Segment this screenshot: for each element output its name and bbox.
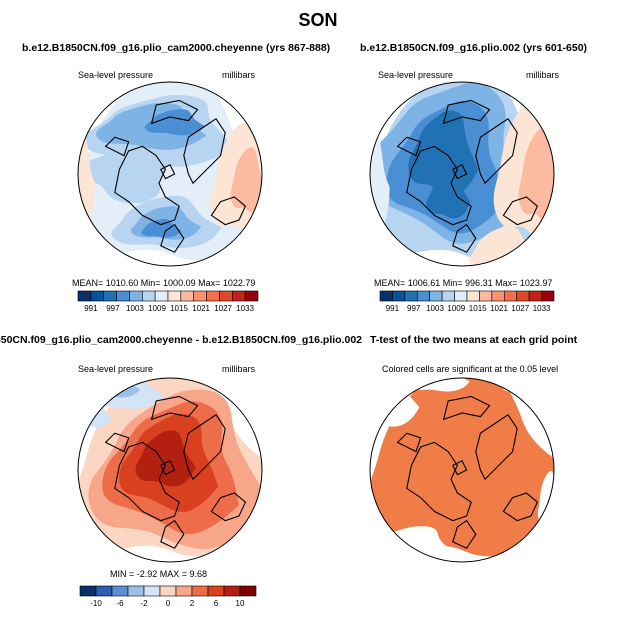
field-contour-5 [502,378,533,393]
coastline-0 [114,145,180,226]
coastline-4 [210,492,247,522]
coastline-5 [396,136,422,157]
panel-1-title: b.e12.B1850CN.f09_g16.plio_cam2000.cheye… [22,42,331,54]
panel-3-title: b.e12.B1850CN.f09_g16.plio_cam2000.cheye… [0,334,362,346]
coastline-4 [210,196,247,226]
colorbar-2-label-1: 997 [407,304,421,313]
colorbar-2-label-7: 1033 [533,304,551,313]
coastline-3 [160,164,176,180]
field-contour-8 [370,135,390,229]
colorbar-1-label-2: 1003 [126,304,144,313]
field-contour-10 [78,136,95,221]
coastline-4 [502,196,539,226]
panel-3-stats: MIN = -2.92 MAX = 9.68 [110,569,208,579]
colorbar-3-label-4: 2 [190,599,195,608]
panel-2-stats: MEAN= 1006.61 Min= 996.31 Max= 1023.97 [374,278,553,288]
colorbar-3-label-6: 10 [236,599,245,608]
colorbar-1-box-13 [244,290,259,302]
coastline-5 [104,432,130,453]
colorbar-2-box-13 [541,290,555,302]
map-border [369,81,555,267]
field-contour-4 [426,171,471,219]
coastline-5 [104,136,130,157]
panel-3-variable-label: Sea-level pressure [78,364,154,374]
colorbar-3-label-3: 0 [166,599,171,608]
coastline-5 [396,432,422,453]
colorbar-3-box-10 [239,585,257,597]
coastline-2 [150,99,199,125]
colorbar-1-label-0: 991 [84,304,98,313]
coastline-1 [475,118,518,185]
coastline-2 [442,99,491,125]
field-contour-0 [370,378,554,557]
panel-1-stats: MEAN= 1010.60 Min= 1000.09 Max= 1022.79 [72,278,256,288]
panel-4-title: T-test of the two means at each grid poi… [370,334,578,346]
field-contour-4 [135,430,196,487]
coastline-0 [406,441,472,522]
coastline-0 [406,145,472,226]
coastline-1 [475,414,518,481]
colorbar-1-label-3: 1009 [148,304,166,313]
colorbar-3-label-2: -2 [140,599,148,608]
map-border [77,377,263,563]
panel-4-note: Colored cells are significant at the 0.0… [382,364,559,374]
field-contour-3 [144,109,206,136]
map-border [77,81,263,267]
colorbar-3-label-0: -10 [90,599,102,608]
colorbar-1-label-1: 997 [106,304,120,313]
panel-2-variable-label: Sea-level pressure [378,70,454,80]
coastline-3 [160,460,176,476]
coastline-3 [452,460,468,476]
panel-1-variable-label: Sea-level pressure [78,70,154,80]
colorbar-2-label-0: 991 [386,304,400,313]
coastline-2 [150,395,199,421]
colorbar-2-label-4: 1015 [469,304,487,313]
coastline-0 [114,441,180,522]
colorbar-1-label-7: 1033 [236,304,254,313]
main-title: SON [298,10,338,30]
panel-3-units-label: millibars [222,364,256,374]
colorbar-2-label-3: 1009 [447,304,465,313]
panel-2-units-label: millibars [526,70,560,80]
panel-2-title: b.e12.B1850CN.f09_g16.plio.002 (yrs 601-… [360,42,588,54]
map-border [369,377,555,563]
colorbar-3-label-1: -6 [116,599,124,608]
colorbar-3-label-5: 6 [214,599,219,608]
coastline-4 [502,492,539,522]
coastline-6 [452,223,477,253]
coastline-3 [452,164,468,180]
colorbar-1-label-6: 1027 [214,304,232,313]
colorbar-2-label-6: 1027 [511,304,529,313]
colorbar-2-label-2: 1003 [426,304,444,313]
field-contour-9 [230,147,262,213]
field-contour-7 [141,218,182,238]
field-contour-1 [370,378,420,427]
coastline-1 [183,414,226,481]
colorbar-2-label-5: 1021 [490,304,508,313]
colorbar-1-label-4: 1015 [170,304,188,313]
colorbar-1-label-5: 1021 [192,304,210,313]
coastline-1 [183,118,226,185]
coastline-6 [160,223,185,253]
coastline-2 [442,395,491,421]
panel-1-units-label: millibars [222,70,256,80]
coastline-6 [160,519,185,549]
coastline-6 [452,519,477,549]
field-contour-4 [81,149,170,204]
